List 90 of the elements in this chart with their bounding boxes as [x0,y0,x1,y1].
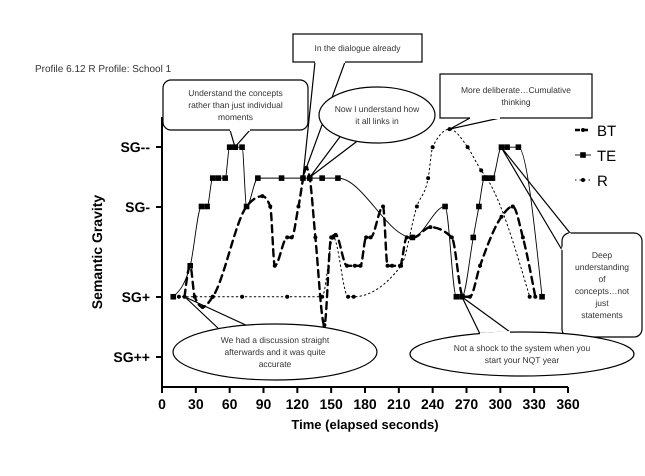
point [490,175,496,181]
x-tick-label: 60 [222,396,238,412]
point [450,235,454,240]
point [520,235,525,240]
point [454,294,460,300]
point [468,294,472,299]
text: SG++ [113,349,150,365]
x-tick-label: 120 [286,396,310,412]
point [268,204,272,208]
x-tick-label: 240 [420,396,445,412]
point [430,145,435,150]
point [364,235,368,240]
point [414,204,419,208]
point [222,175,228,181]
point [335,175,341,181]
x-tick-label: 210 [387,396,411,412]
point [290,235,294,240]
point [226,144,232,150]
text: SG- [125,199,150,215]
point [476,204,482,210]
text: Deep understanding of concepts…not just statements [574,250,630,320]
point [426,176,430,180]
text: SG+ [122,289,150,305]
point [390,264,394,268]
point [428,225,432,230]
x-tick-label: 30 [188,396,204,412]
x-tick-label: 330 [522,396,546,412]
x-axis-title: Time (elapsed seconds) [291,417,439,432]
text: Now I understand how it all links in [334,104,420,126]
point [533,294,538,299]
x-tick-label: 360 [556,396,580,412]
point [510,204,515,208]
point [260,194,264,198]
x-tick-label: 0 [158,396,166,412]
point [239,144,245,150]
point [499,214,504,219]
point [498,144,504,150]
legend-label: R [597,173,608,190]
point [478,264,482,268]
x-tick-label: 180 [353,396,377,412]
point [352,294,356,299]
point [216,175,222,181]
legend-label: BT [597,123,616,140]
point [296,204,300,208]
point [479,168,484,172]
point [381,204,386,208]
point [240,294,244,299]
text: More deliberate…Cumulative thinking [460,85,572,107]
point [442,204,448,210]
annotation: Not a shock to the system when you start your NQT year [454,343,591,365]
point [272,264,277,268]
point [210,175,216,181]
point [539,294,545,300]
text: Understand the concepts rather than just individual moments [188,88,283,122]
point [504,144,510,150]
point [319,175,325,181]
point [232,144,238,150]
x-tick-label: 300 [488,396,512,412]
chart-title: Profile 6.12 R Profile: School 1 [35,64,172,75]
annotation: We had a discussion straight afterwards and it was quite accurate [220,335,330,369]
point [255,175,261,181]
point [516,144,522,150]
point [344,264,349,268]
point [466,145,470,150]
point [448,127,452,132]
point [198,204,204,210]
point [470,234,476,240]
point [322,323,326,328]
text: In the dialogue already [314,43,402,53]
point [204,204,210,210]
point [352,264,357,268]
point [285,235,290,240]
point [200,305,205,310]
y-axis-title: Semantic Gravity [89,194,105,310]
x-tick-label: 270 [454,396,478,412]
point [313,235,318,240]
point [358,264,362,268]
point [285,294,290,299]
point [368,235,373,240]
point [304,166,308,170]
point [300,175,306,181]
point [278,175,284,181]
text: SG-- [120,139,150,155]
point [386,264,390,268]
point [346,294,350,299]
x-tick-label: 150 [319,396,344,412]
x-tick-label: 90 [256,396,272,412]
point [528,294,532,299]
legend-label: TE [597,148,616,165]
point [176,294,181,299]
